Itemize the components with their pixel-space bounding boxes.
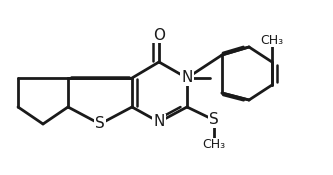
Text: O: O bbox=[153, 27, 165, 43]
Text: S: S bbox=[95, 117, 105, 131]
Text: CH₃: CH₃ bbox=[202, 138, 225, 152]
Text: N: N bbox=[181, 71, 193, 86]
Text: N: N bbox=[153, 114, 165, 130]
Text: CH₃: CH₃ bbox=[260, 33, 284, 47]
Text: S: S bbox=[209, 113, 219, 128]
